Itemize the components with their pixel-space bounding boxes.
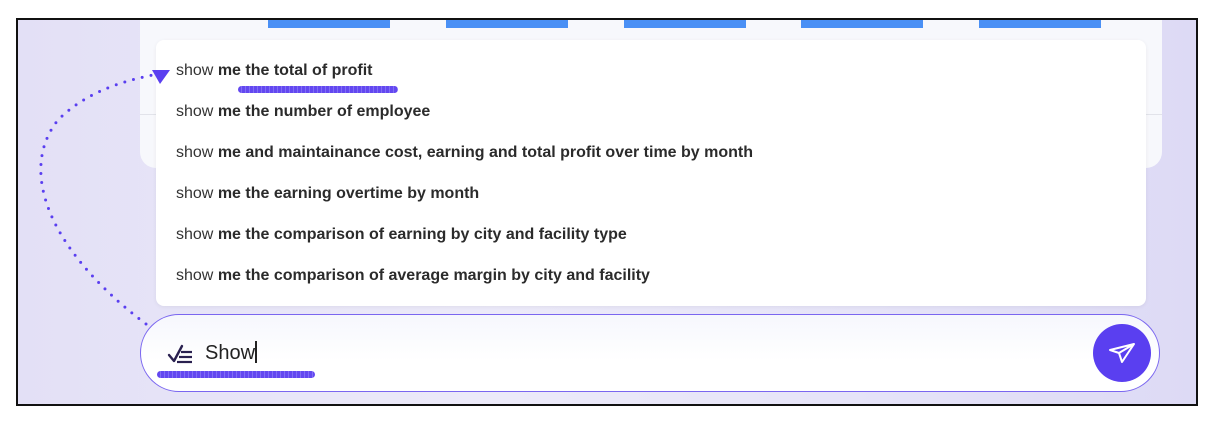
highlight-scribble [238,86,398,93]
chart-bar [268,20,390,28]
suggestion-prefix: show [176,267,214,284]
send-icon [1109,343,1135,363]
chart-bar [979,20,1101,28]
suggestion-item[interactable]: show me the earning overtime by month [176,185,479,203]
query-input[interactable]: Show [140,314,1160,392]
suggestion-item[interactable]: show me the comparison of earning by cit… [176,226,627,244]
chart-bar [801,20,923,28]
suggestion-text: me the total of profit [217,62,373,79]
suggestion-prefix: show [176,144,214,161]
suggestion-prefix: show [176,62,214,79]
suggestion-text: me the earning overtime by month [217,185,480,202]
suggestion-item[interactable]: show me the number of employee [176,103,430,121]
checklist-icon [167,343,193,370]
suggestion-text: me the comparison of average margin by c… [217,267,650,284]
chart-bar [446,20,568,28]
suggestion-prefix: show [176,185,214,202]
suggestion-text: me the comparison of earning by city and… [217,226,627,243]
chart-bar [624,20,746,28]
suggestion-dropdown: show me the total of profit show me the … [156,40,1146,306]
highlight-scribble [157,371,315,378]
suggestion-prefix: show [176,103,214,120]
query-input-value[interactable]: Show [205,341,257,364]
text-caret [255,341,257,363]
suggestion-text: me the number of employee [217,103,431,120]
send-button[interactable] [1093,324,1151,382]
suggestion-item[interactable]: show me the comparison of average margin… [176,267,650,285]
suggestion-text: me and maintainance cost, earning and to… [217,144,754,161]
suggestion-item[interactable]: show me and maintainance cost, earning a… [176,144,753,162]
screenshot-frame: show me the total of profit show me the … [16,18,1198,406]
suggestion-item[interactable]: show me the total of profit [176,62,372,80]
suggestion-prefix: show [176,226,214,243]
